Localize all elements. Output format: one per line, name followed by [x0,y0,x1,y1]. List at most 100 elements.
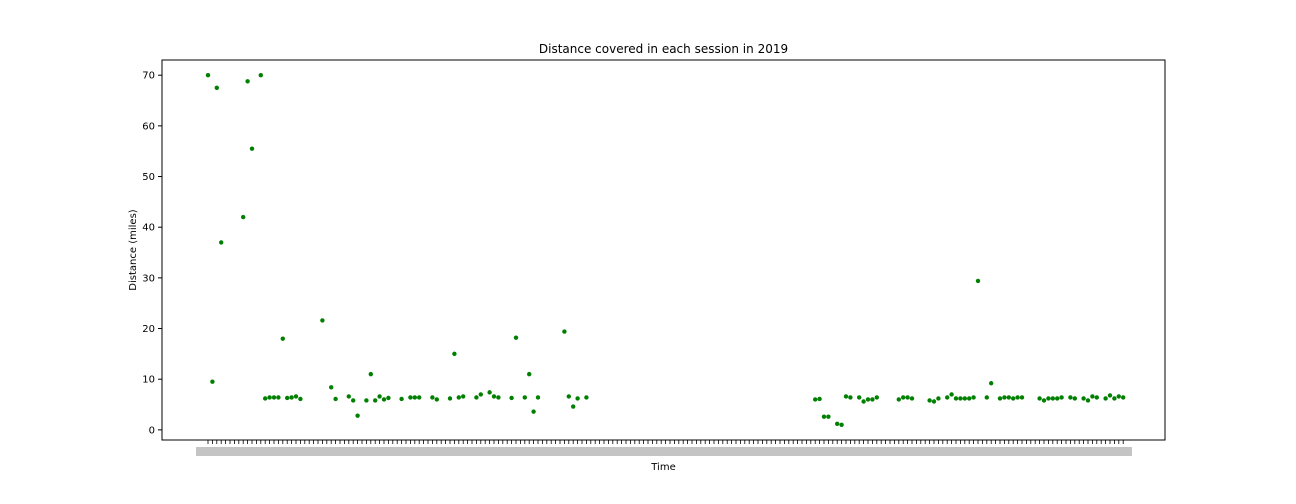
data-point [1094,395,1100,400]
data-point [1116,394,1122,399]
data-point [1072,396,1078,401]
data-point [320,318,325,323]
y-tick-label: 60 [142,121,155,132]
data-point [417,395,422,400]
data-points [205,73,1126,427]
data-point [205,73,211,78]
x-tick-labels-illegible [196,447,1132,456]
data-point [945,395,950,400]
data-point [333,396,338,402]
data-point [975,278,981,284]
data-point [364,398,369,403]
data-point [399,396,404,402]
data-point [249,146,255,151]
data-point [1068,395,1073,400]
data-point [355,413,360,418]
data-point [280,336,285,341]
data-point [821,414,827,419]
data-point [839,422,844,427]
y-tick-label: 70 [142,71,155,82]
data-point [909,396,915,401]
data-point [271,395,277,400]
data-point [381,397,387,402]
data-point [865,397,871,402]
plot-area [161,59,1166,441]
data-point [329,385,334,390]
data-point [861,399,866,404]
data-point [293,394,299,399]
data-point [826,414,831,419]
data-point [373,398,378,403]
data-point [566,394,571,399]
data-point [984,395,989,400]
data-point [276,395,281,400]
data-point [1085,398,1091,403]
data-point [843,394,849,399]
data-point [1107,393,1113,398]
data-point [857,395,862,400]
data-point [967,396,972,401]
data-point [491,394,497,399]
data-point [531,409,536,414]
data-point [377,394,382,399]
data-point [267,395,272,400]
data-point [447,396,453,401]
data-point [522,395,527,400]
data-point [949,392,954,397]
data-point [1050,396,1056,401]
data-point [1103,396,1108,401]
data-point [958,396,963,401]
data-point [813,397,818,402]
data-point [509,395,514,401]
data-point [535,395,541,400]
data-point [584,395,589,400]
data-point [289,395,294,400]
data-point [456,395,461,400]
data-point [1046,396,1051,401]
data-point [346,394,351,399]
data-point [487,390,492,395]
data-point [896,397,901,402]
data-point [412,395,417,400]
data-point [971,395,976,400]
data-point [434,397,439,402]
data-point [258,73,263,78]
data-point [461,394,466,399]
data-point [298,396,303,402]
data-point [848,395,853,400]
y-tick-label: 50 [142,172,155,183]
data-point [562,329,567,334]
data-point [936,396,941,401]
y-axis-label: Distance (miles) [128,209,139,290]
data-point [571,404,576,409]
data-point [210,379,215,384]
data-point [1037,396,1042,401]
x-axis [196,440,1132,456]
data-point [835,421,840,426]
data-point [408,395,413,400]
data-point [513,335,519,340]
data-point [1011,396,1016,401]
data-point [927,398,932,403]
data-point [496,395,501,400]
data-point [1015,395,1020,400]
chart-title: Distance covered in each session in 2019 [539,42,788,56]
data-point [1112,396,1117,401]
data-point [817,396,822,402]
data-point [285,395,290,401]
x-axis-label: Time [650,462,675,473]
y-tick-label: 20 [142,324,155,335]
data-point [241,214,246,220]
y-tick-label: 0 [149,425,155,436]
data-point [1019,395,1025,400]
data-point [997,396,1003,401]
data-point [368,371,373,377]
y-axis: 0 10 20 30 40 50 60 70 [142,71,162,436]
data-point [931,399,937,404]
y-tick-label: 10 [142,375,155,386]
data-point [1006,395,1011,400]
data-point [905,395,910,400]
data-point [874,395,879,400]
data-point [989,381,994,386]
